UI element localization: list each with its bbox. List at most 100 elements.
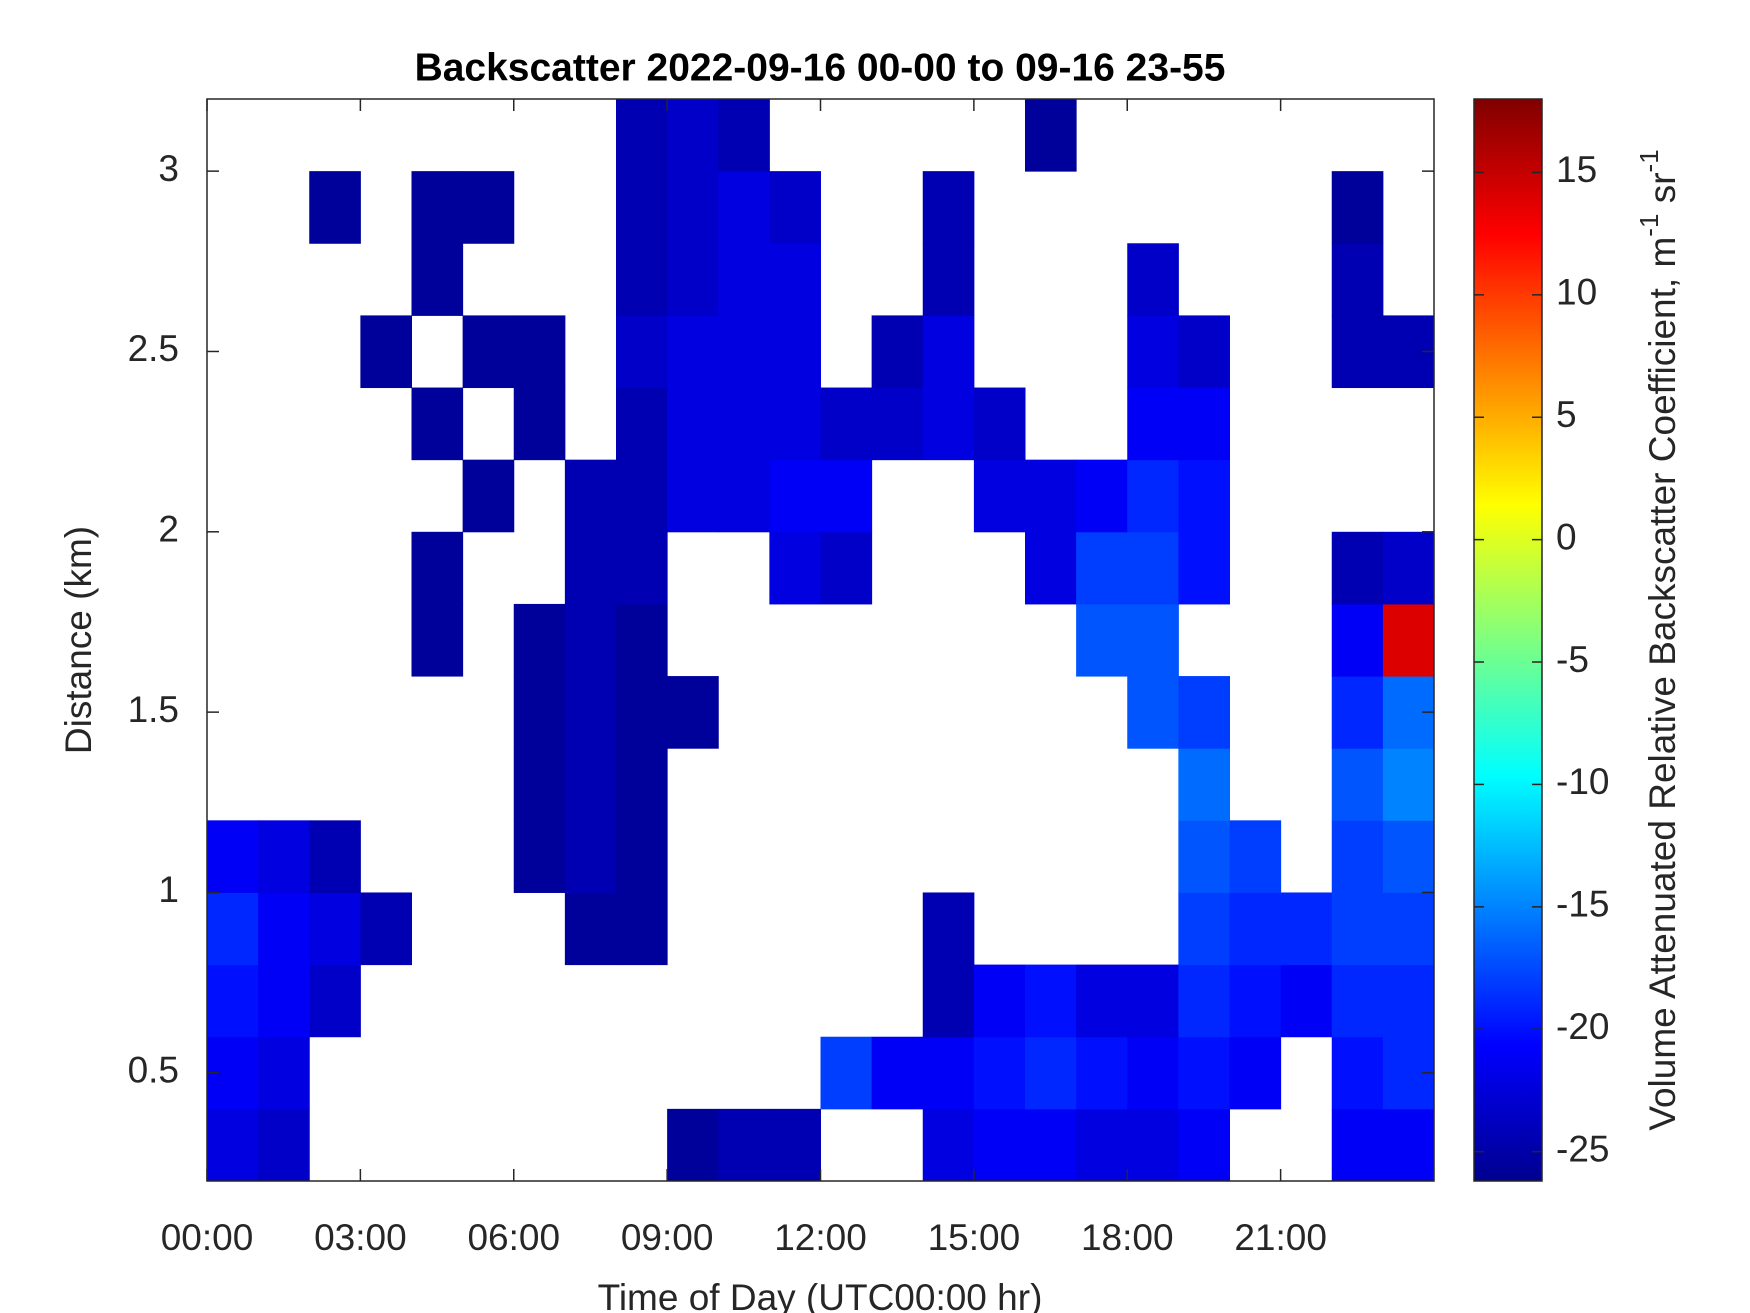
heatmap-cell	[616, 243, 668, 316]
heatmap-cell	[1331, 171, 1384, 244]
heatmap-cell	[1127, 459, 1179, 533]
heatmap-cell	[564, 820, 617, 893]
heatmap-cell	[1127, 603, 1179, 677]
heatmap-cell	[207, 964, 259, 1038]
heatmap-cell	[616, 820, 668, 893]
heatmap-cell	[667, 459, 719, 533]
heatmap-cell	[922, 387, 975, 461]
heatmap-cell	[1331, 1108, 1384, 1182]
colorbar-label-text: Volume Attenuated Relative Backscatter C…	[1642, 237, 1683, 1131]
heatmap-cell	[616, 459, 668, 533]
heatmap-cell	[1331, 748, 1384, 821]
heatmap-cell	[973, 964, 1026, 1038]
heatmap-cell	[1076, 1108, 1128, 1182]
heatmap-cell	[973, 387, 1026, 461]
heatmap-cell	[820, 459, 873, 533]
colorbar-tick-label: 15	[1556, 149, 1597, 190]
colorbar-tick-label: 10	[1556, 272, 1597, 313]
heatmap-cell	[1127, 964, 1179, 1038]
heatmap-cell	[513, 820, 566, 893]
heatmap-cell	[1229, 820, 1282, 893]
heatmap-cell	[973, 459, 1026, 533]
y-tick-label: 1.5	[128, 689, 179, 730]
colorbar-tick-label: -20	[1556, 1006, 1609, 1047]
heatmap-cell	[1025, 964, 1077, 1038]
heatmap-cell	[1229, 1036, 1282, 1110]
heatmap-cell	[411, 171, 464, 244]
heatmap-cell	[258, 1108, 310, 1182]
x-tick-label: 09:00	[621, 1217, 714, 1258]
heatmap-cell	[718, 1108, 770, 1182]
heatmap-cell	[1382, 1108, 1435, 1182]
heatmap-cell	[1382, 964, 1435, 1038]
heatmap-cell	[1178, 964, 1230, 1038]
heatmap-cell	[1331, 315, 1384, 389]
heatmap-cell	[871, 1036, 924, 1110]
chart-title: Backscatter 2022-09-16 00-00 to 09-16 23…	[415, 46, 1226, 89]
heatmap-cell	[1076, 603, 1128, 677]
heatmap-cell	[513, 603, 566, 677]
y-tick-label: 2.5	[128, 328, 179, 369]
x-tick-label: 03:00	[314, 1217, 407, 1258]
heatmap-cell	[922, 243, 975, 316]
heatmap-cell	[258, 820, 310, 893]
heatmap-cell	[564, 676, 617, 749]
heatmap-cell	[1127, 531, 1179, 605]
heatmap-cell	[1229, 964, 1282, 1038]
colorbar-tick-label: -10	[1556, 761, 1609, 802]
heatmap-cell	[616, 531, 668, 605]
y-tick-label: 0.5	[128, 1050, 179, 1091]
y-tick-label: 2	[158, 509, 179, 550]
colorbar-tick-label: -15	[1556, 884, 1609, 925]
heatmap-cell	[769, 243, 821, 316]
heatmap-cell	[1025, 459, 1077, 533]
heatmap-cell	[513, 748, 566, 821]
heatmap-cell	[922, 171, 975, 244]
heatmap-cell	[616, 387, 668, 461]
colorbar-tick-label: 5	[1556, 394, 1577, 435]
heatmap-cell	[207, 892, 259, 966]
heatmap-cell	[1331, 964, 1384, 1038]
heatmap-cell	[564, 459, 617, 533]
colorbar-label-sup: -1	[1634, 149, 1664, 172]
heatmap-cell	[718, 315, 770, 389]
heatmap-cell	[1178, 820, 1230, 893]
heatmap-cell	[616, 892, 668, 966]
x-tick-label: 12:00	[774, 1217, 867, 1258]
heatmap-cell	[207, 820, 259, 893]
heatmap-cell	[769, 171, 821, 244]
heatmap	[207, 99, 1435, 1182]
heatmap-cell	[564, 892, 617, 966]
heatmap-cell	[1178, 1036, 1230, 1110]
heatmap-cell	[667, 676, 719, 749]
heatmap-cell	[411, 243, 464, 316]
heatmap-cell	[1178, 459, 1230, 533]
heatmap-cell	[769, 1108, 821, 1182]
heatmap-cell	[973, 1036, 1026, 1110]
heatmap-cell	[973, 1108, 1026, 1182]
heatmap-cell	[1127, 1108, 1179, 1182]
heatmap-cell	[462, 459, 515, 533]
heatmap-cell	[1331, 1036, 1384, 1110]
heatmap-cell	[1025, 99, 1077, 172]
heatmap-cell	[1025, 1108, 1077, 1182]
colorbar-tick-label: -25	[1556, 1128, 1609, 1169]
colorbar-label-unit: sr	[1642, 172, 1683, 213]
heatmap-cell	[718, 459, 770, 533]
heatmap-cell	[207, 1108, 259, 1182]
colorbar-label-sup: -1	[1634, 214, 1664, 237]
heatmap-cell	[1025, 1036, 1077, 1110]
heatmap-cell	[667, 243, 719, 316]
heatmap-cell	[769, 459, 821, 533]
colorbar-label: Volume Attenuated Relative Backscatter C…	[1634, 149, 1683, 1130]
heatmap-cell	[309, 892, 361, 966]
heatmap-cell	[616, 99, 668, 172]
heatmap-cell	[820, 531, 873, 605]
heatmap-cell	[769, 315, 821, 389]
heatmap-cell	[360, 892, 412, 966]
heatmap-cell	[411, 531, 464, 605]
heatmap-cell	[922, 964, 975, 1038]
heatmap-cell	[258, 964, 310, 1038]
heatmap-cell	[1382, 820, 1435, 893]
heatmap-cell	[667, 1108, 719, 1182]
